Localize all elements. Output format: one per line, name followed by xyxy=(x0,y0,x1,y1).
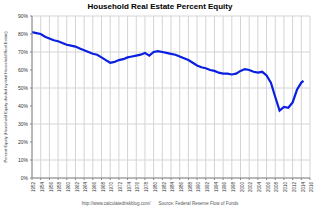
svg-text:1952: 1952 xyxy=(31,182,36,193)
svg-text:20%: 20% xyxy=(18,139,29,145)
svg-text:1990: 1990 xyxy=(196,182,201,193)
svg-text:70%: 70% xyxy=(18,49,29,55)
svg-text:1966: 1966 xyxy=(92,182,97,193)
svg-text:1986: 1986 xyxy=(179,182,184,193)
svg-text:2000: 2000 xyxy=(240,182,245,193)
svg-text:1970: 1970 xyxy=(109,182,114,193)
svg-text:2014: 2014 xyxy=(301,182,306,193)
svg-text:80%: 80% xyxy=(18,31,29,37)
svg-text:10%: 10% xyxy=(18,157,29,163)
svg-text:1954: 1954 xyxy=(40,182,45,193)
svg-text:1984: 1984 xyxy=(170,182,175,193)
html-text:Household Real Estate Percent: Household Real Estate Percent Equity xyxy=(87,2,233,11)
svg-text:2010: 2010 xyxy=(283,182,288,193)
html-text:Source: Federal Reserve Flow o: Source: Federal Reserve Flow of Funds xyxy=(158,201,239,206)
svg-text:90%: 90% xyxy=(18,13,29,19)
svg-text:1988: 1988 xyxy=(188,182,193,193)
svg-text:40%: 40% xyxy=(18,103,29,109)
svg-text:1976: 1976 xyxy=(135,182,140,193)
svg-text:Percent Equity (Household Equi: Percent Equity (Household Equity divided… xyxy=(8,31,9,163)
svg-text:1968: 1968 xyxy=(101,182,106,193)
svg-text:1978: 1978 xyxy=(144,182,149,193)
svg-text:1956: 1956 xyxy=(49,182,54,193)
svg-text:2002: 2002 xyxy=(248,182,253,193)
svg-text:1958: 1958 xyxy=(57,182,62,193)
svg-text:1998: 1998 xyxy=(231,182,236,193)
svg-text:2006: 2006 xyxy=(266,182,271,193)
html-text:http://www.calculatedriskblog.: http://www.calculatedriskblog.com/ xyxy=(81,201,151,206)
svg-text:60%: 60% xyxy=(18,67,29,73)
svg-text:1972: 1972 xyxy=(118,182,123,193)
svg-text:1964: 1964 xyxy=(83,182,88,193)
svg-text:1992: 1992 xyxy=(205,182,210,193)
svg-text:2004: 2004 xyxy=(257,182,262,193)
svg-text:0%: 0% xyxy=(21,175,29,181)
svg-text:30%: 30% xyxy=(18,121,29,127)
svg-text:2008: 2008 xyxy=(274,182,279,193)
svg-text:1980: 1980 xyxy=(153,182,158,193)
svg-text:1974: 1974 xyxy=(127,182,132,193)
svg-text:1962: 1962 xyxy=(75,182,80,193)
svg-text:1982: 1982 xyxy=(162,182,167,193)
svg-text:1960: 1960 xyxy=(66,182,71,193)
svg-text:2012: 2012 xyxy=(292,182,297,193)
svg-text:1996: 1996 xyxy=(222,182,227,193)
svg-text:2016: 2016 xyxy=(309,182,312,193)
svg-text:50%: 50% xyxy=(18,85,29,91)
svg-text:1994: 1994 xyxy=(214,182,219,193)
